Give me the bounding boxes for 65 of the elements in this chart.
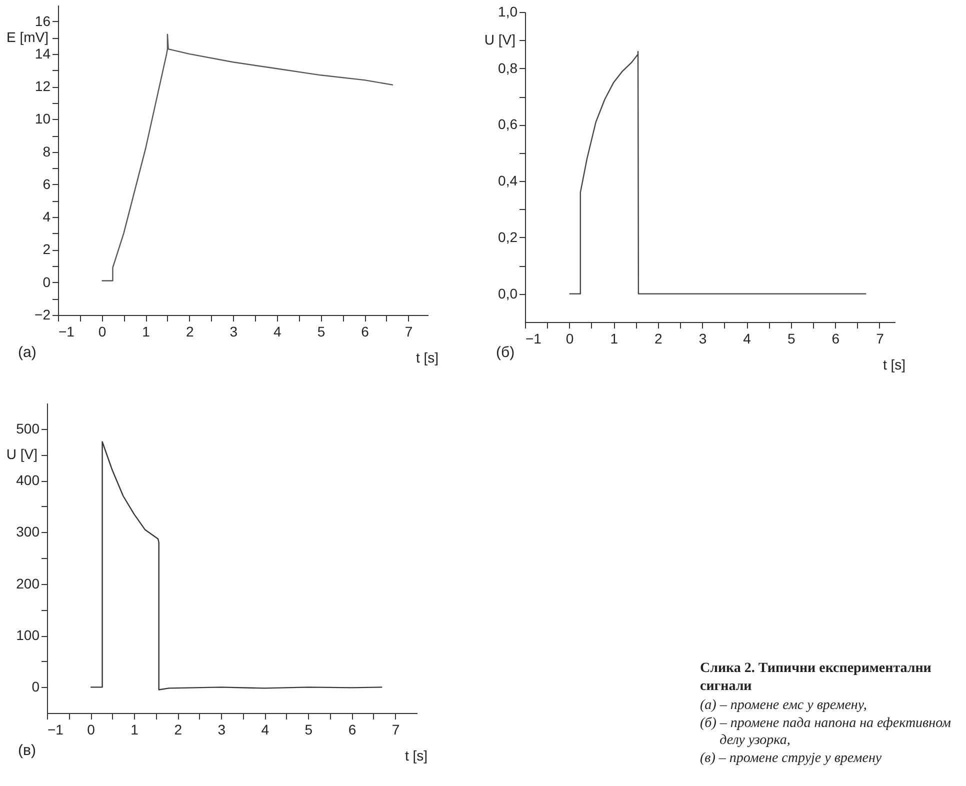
y-tick-label: 0,6: [498, 116, 518, 132]
x-tick-label: −1: [48, 722, 64, 738]
x-tick-label: 2: [186, 324, 194, 340]
y-tick-label: 0: [42, 274, 51, 290]
y-tick-label: 2: [42, 241, 51, 258]
x-tick-label: 3: [230, 324, 238, 340]
y-tick-label: 4: [42, 208, 51, 225]
y-axis-title: U [V]: [484, 32, 516, 48]
y-tick-label: 0,4: [498, 172, 518, 189]
x-axis-title: t [s]: [882, 356, 906, 372]
x-tick-label: 6: [348, 722, 356, 738]
y-tick-label: 6: [42, 176, 51, 192]
x-tick-label: −1: [58, 324, 75, 340]
text: (в): [18, 742, 36, 759]
y-tick-label: 300: [16, 524, 40, 540]
x-tick-label: 2: [174, 722, 182, 738]
y-tick-label: 1,0: [498, 4, 518, 20]
line-series: [101, 34, 394, 282]
x-tick-label: 5: [787, 330, 796, 346]
y-tick-label: 12: [34, 78, 51, 94]
x-axis-title: t [s]: [404, 748, 428, 764]
x-axis-title: t [s]: [416, 350, 438, 366]
y-tick-label: 400: [16, 472, 40, 488]
line-series: [90, 441, 383, 690]
x-tick-label: 4: [274, 324, 282, 340]
x-tick-label: 4: [261, 722, 270, 738]
x-tick-label: 1: [610, 330, 618, 346]
y-tick-label: 200: [16, 575, 40, 592]
y-axis-title: U [V]: [6, 446, 38, 462]
x-tick-label: 0: [98, 324, 106, 340]
y-tick-label: 500: [16, 420, 40, 436]
x-tick-label: 1: [130, 722, 139, 738]
x-tick-label: 7: [392, 722, 400, 738]
y-tick-label: 0,0: [498, 285, 518, 302]
x-tick-label: 7: [404, 324, 413, 340]
x-tick-label: 3: [218, 722, 226, 738]
y-tick-label: 10: [34, 110, 51, 127]
x-tick-label: 6: [832, 330, 840, 346]
x-tick-label: 2: [654, 330, 663, 346]
x-tick-label: 3: [698, 330, 707, 346]
text: (а) – промене емс у времену,: [700, 697, 868, 714]
text: (б): [496, 344, 515, 361]
x-tick-label: −1: [526, 330, 542, 346]
x-tick-label: 6: [361, 324, 370, 340]
y-tick-label: 0,2: [498, 228, 518, 245]
y-tick-label: 8: [42, 143, 51, 160]
y-tick-label: 100: [16, 627, 40, 643]
text: (в) – промене струје у времену: [700, 750, 883, 767]
text: Слика 2. Типични експериментални сигнали: [700, 660, 932, 695]
x-tick-label: 0: [87, 722, 96, 738]
text: (б) – промене пада напона на ефективном делу узорка,: [700, 714, 952, 750]
y-tick-label: 0,8: [498, 60, 518, 76]
x-tick-label: 5: [304, 722, 313, 738]
x-tick-label: 5: [317, 324, 326, 340]
y-axis-title: E [mV]: [6, 29, 48, 46]
x-tick-label: 4: [743, 330, 752, 346]
x-tick-label: 0: [566, 330, 574, 346]
line-series: [568, 50, 867, 294]
x-tick-label: 1: [142, 324, 150, 340]
y-tick-label: 16: [34, 12, 51, 29]
x-tick-label: 7: [876, 330, 884, 346]
y-tick-label: 14: [34, 45, 51, 62]
text: (а): [18, 344, 36, 361]
y-tick-label: 0: [32, 678, 40, 695]
y-tick-label: −2: [34, 306, 51, 322]
